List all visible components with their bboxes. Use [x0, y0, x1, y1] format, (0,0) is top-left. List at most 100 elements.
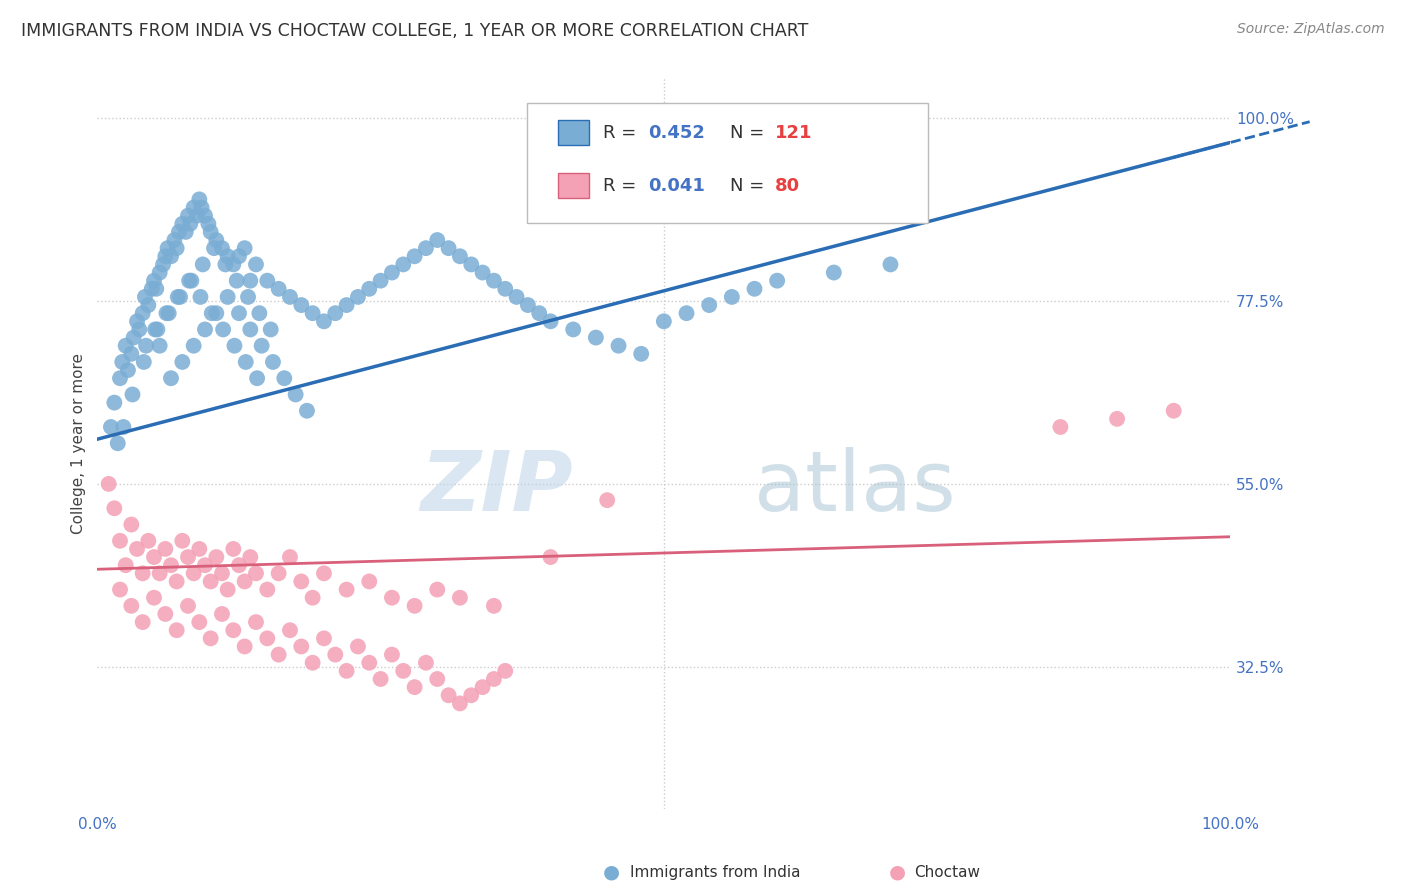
- Point: [245, 566, 267, 581]
- Point: [177, 550, 200, 565]
- Point: [134, 290, 156, 304]
- Point: [188, 615, 211, 629]
- Point: [180, 274, 202, 288]
- Point: [160, 371, 183, 385]
- Text: N =: N =: [730, 124, 769, 142]
- Text: atlas: atlas: [755, 447, 956, 528]
- Point: [166, 241, 188, 255]
- Point: [155, 607, 177, 621]
- Point: [256, 632, 278, 646]
- Point: [197, 217, 219, 231]
- Point: [186, 209, 208, 223]
- Point: [482, 274, 505, 288]
- Point: [183, 566, 205, 581]
- Point: [117, 363, 139, 377]
- Point: [482, 672, 505, 686]
- Text: R =: R =: [603, 124, 643, 142]
- Text: ●: ●: [889, 863, 905, 882]
- Point: [131, 615, 153, 629]
- Point: [260, 322, 283, 336]
- Point: [194, 209, 217, 223]
- Point: [114, 558, 136, 573]
- Point: [426, 582, 449, 597]
- Point: [239, 274, 262, 288]
- Point: [336, 664, 359, 678]
- Point: [437, 241, 460, 255]
- Point: [652, 314, 675, 328]
- Point: [125, 314, 148, 328]
- Point: [155, 249, 177, 263]
- Point: [460, 688, 482, 702]
- Point: [114, 339, 136, 353]
- Point: [630, 347, 652, 361]
- Point: [177, 209, 200, 223]
- Point: [121, 387, 143, 401]
- Text: ZIP: ZIP: [420, 447, 574, 528]
- Point: [744, 282, 766, 296]
- Point: [120, 347, 142, 361]
- Point: [236, 290, 259, 304]
- Point: [211, 241, 233, 255]
- Point: [278, 624, 301, 638]
- Point: [312, 314, 335, 328]
- Point: [347, 290, 370, 304]
- Point: [149, 566, 172, 581]
- Point: [766, 274, 789, 288]
- Point: [177, 599, 200, 613]
- Point: [108, 582, 131, 597]
- Point: [250, 339, 273, 353]
- Text: 121: 121: [775, 124, 813, 142]
- Point: [217, 249, 239, 263]
- Point: [381, 648, 404, 662]
- Point: [323, 648, 346, 662]
- Text: R =: R =: [603, 177, 643, 194]
- Point: [156, 241, 179, 255]
- Point: [336, 582, 359, 597]
- Point: [125, 541, 148, 556]
- Point: [284, 387, 307, 401]
- Point: [721, 290, 744, 304]
- Point: [157, 306, 180, 320]
- Point: [138, 298, 160, 312]
- Point: [128, 322, 150, 336]
- Point: [107, 436, 129, 450]
- Point: [205, 306, 228, 320]
- Point: [312, 632, 335, 646]
- Point: [183, 339, 205, 353]
- Point: [222, 541, 245, 556]
- Point: [166, 574, 188, 589]
- Point: [370, 672, 392, 686]
- Point: [100, 420, 122, 434]
- Point: [359, 574, 381, 589]
- Y-axis label: College, 1 year or more: College, 1 year or more: [72, 352, 86, 533]
- Point: [516, 298, 538, 312]
- Point: [152, 257, 174, 271]
- Point: [460, 257, 482, 271]
- Point: [155, 541, 177, 556]
- Point: [200, 225, 222, 239]
- Point: [112, 420, 135, 434]
- Point: [143, 591, 166, 605]
- Text: 0.041: 0.041: [648, 177, 704, 194]
- Point: [323, 306, 346, 320]
- Point: [245, 257, 267, 271]
- Point: [697, 298, 720, 312]
- Point: [228, 558, 250, 573]
- Point: [267, 566, 290, 581]
- Text: Source: ZipAtlas.com: Source: ZipAtlas.com: [1237, 22, 1385, 37]
- Point: [190, 201, 212, 215]
- Point: [202, 241, 225, 255]
- Point: [103, 395, 125, 409]
- Text: ●: ●: [603, 863, 620, 882]
- Point: [290, 640, 312, 654]
- Point: [191, 257, 214, 271]
- Point: [108, 533, 131, 548]
- Point: [103, 501, 125, 516]
- Point: [149, 266, 172, 280]
- Point: [179, 274, 201, 288]
- Point: [312, 566, 335, 581]
- Point: [141, 282, 163, 296]
- Point: [426, 233, 449, 247]
- Point: [359, 656, 381, 670]
- Point: [145, 282, 167, 296]
